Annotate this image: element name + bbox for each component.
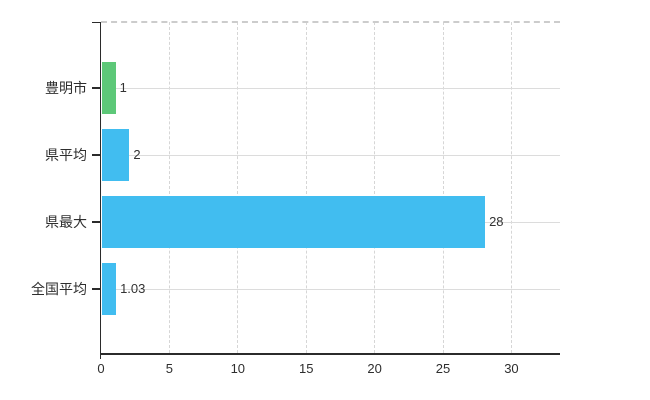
bar bbox=[102, 263, 117, 315]
category-tick bbox=[92, 154, 101, 156]
x-tick-label: 0 bbox=[97, 361, 105, 376]
category-gridline bbox=[102, 288, 560, 290]
category-tick bbox=[92, 288, 101, 290]
category-label: 県最大 bbox=[45, 214, 87, 230]
x-tick-label: 20 bbox=[367, 361, 382, 376]
category-gridline bbox=[102, 154, 560, 156]
x-tick-label: 5 bbox=[165, 361, 173, 376]
bar bbox=[102, 196, 486, 248]
category-tick bbox=[92, 87, 101, 89]
category-label: 豊明市 bbox=[45, 80, 87, 96]
vertical-gridline bbox=[168, 22, 170, 353]
vertical-gridline bbox=[510, 22, 512, 353]
category-gridline bbox=[102, 87, 560, 89]
category-label: 県平均 bbox=[45, 147, 87, 163]
plot-top-border bbox=[101, 21, 560, 23]
x-tick-label: 10 bbox=[230, 361, 246, 376]
vertical-gridline bbox=[374, 22, 376, 353]
value-label: 1.03 bbox=[120, 281, 146, 296]
vertical-gridline bbox=[305, 22, 307, 353]
x-tick-label: 25 bbox=[435, 361, 451, 376]
value-label: 2 bbox=[133, 147, 141, 162]
value-label: 28 bbox=[489, 214, 504, 229]
bar bbox=[102, 62, 116, 114]
y-axis bbox=[99, 22, 101, 359]
vertical-gridline bbox=[442, 22, 444, 353]
category-tick bbox=[92, 221, 101, 223]
x-axis bbox=[99, 353, 560, 355]
value-label: 1 bbox=[119, 80, 127, 95]
x-tick-label: 15 bbox=[298, 361, 314, 376]
category-label: 全国平均 bbox=[31, 281, 87, 297]
vertical-gridline bbox=[237, 22, 239, 353]
y-axis-end-tick bbox=[92, 21, 101, 23]
x-tick-label: 30 bbox=[504, 361, 519, 376]
bar bbox=[102, 129, 130, 181]
